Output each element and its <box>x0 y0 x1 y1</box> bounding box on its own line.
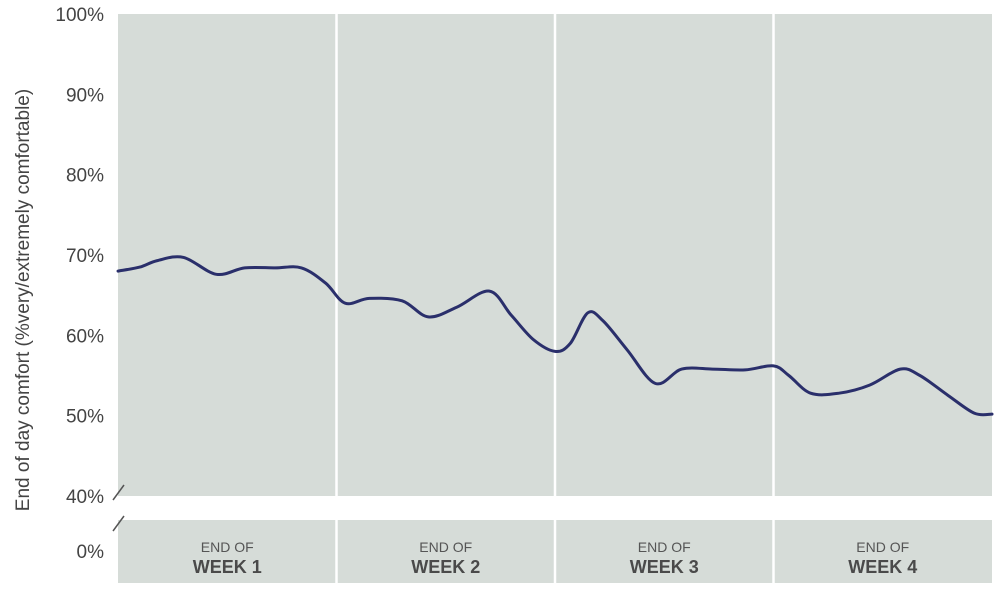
week-label-bottom: WEEK 4 <box>848 557 917 577</box>
y-tick-label: 90% <box>66 85 104 106</box>
y-tick-label: 60% <box>66 326 104 347</box>
y-tick-label: 80% <box>66 166 104 187</box>
series-line-0 <box>116 255 994 417</box>
week-label-bottom: WEEK 1 <box>193 557 262 577</box>
axis-break-mark <box>112 484 125 501</box>
y-tick-label: 40% <box>66 487 104 508</box>
y-axis-label-group: End of day comfort (%very/extremely comf… <box>13 89 34 511</box>
axis-break-marks <box>112 484 125 532</box>
y-tick-label: 100% <box>55 5 104 26</box>
y-axis-title: End of day comfort (%very/extremely comf… <box>13 89 34 511</box>
y-tick-label: 50% <box>66 407 104 428</box>
week-label-top: END OF <box>419 539 472 555</box>
week-labels: END OF WEEK 1 END OF WEEK 2 END OF WEEK 3 END … <box>193 539 918 577</box>
week-label-top: END OF <box>638 539 691 555</box>
week-label-bottom: WEEK 2 <box>411 557 480 577</box>
week-label-top: END OF <box>201 539 254 555</box>
week-label-bottom: WEEK 3 <box>630 557 699 577</box>
axis-break-mark <box>112 515 125 532</box>
week-label-top: END OF <box>856 539 909 555</box>
y-tick-label-baseline: 0% <box>77 542 105 563</box>
series-line-group <box>116 255 994 417</box>
week-dividers <box>335 14 775 583</box>
y-tick-label: 70% <box>66 246 104 267</box>
y-axis-ticks: 100% 90% 80% 70% 60% 50% 40% 0% <box>55 5 104 563</box>
